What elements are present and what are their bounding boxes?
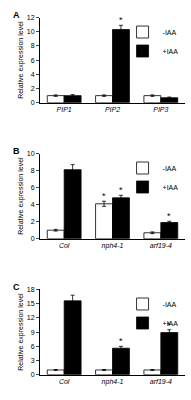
svg-text:9: 9 <box>31 329 35 336</box>
svg-text:10: 10 <box>27 150 35 157</box>
svg-text:15: 15 <box>27 300 35 307</box>
svg-text:4: 4 <box>31 201 35 208</box>
svg-text:+IAA: +IAA <box>163 184 179 191</box>
svg-text:0: 0 <box>31 99 35 106</box>
svg-text:*: * <box>119 15 123 25</box>
svg-text:-IAA: -IAA <box>163 301 177 308</box>
svg-text:10: 10 <box>27 28 35 35</box>
svg-text:8: 8 <box>31 42 35 49</box>
svg-text:PIP2: PIP2 <box>105 106 120 113</box>
svg-text:6: 6 <box>31 184 35 191</box>
svg-text:nph4-1: nph4-1 <box>102 242 124 250</box>
svg-text:Relative expression level: Relative expression level <box>17 293 25 371</box>
svg-text:12: 12 <box>27 14 35 21</box>
svg-text:0: 0 <box>31 235 35 242</box>
svg-text:0: 0 <box>31 371 35 378</box>
svg-text:arf19-4: arf19-4 <box>150 242 172 249</box>
svg-text:B: B <box>13 146 20 156</box>
svg-text:A: A <box>13 10 20 20</box>
svg-text:*: * <box>119 336 123 346</box>
svg-text:2: 2 <box>31 85 35 92</box>
svg-text:*: * <box>167 320 171 330</box>
svg-text:6: 6 <box>31 57 35 64</box>
svg-text:Relative expression level: Relative expression level <box>17 157 25 235</box>
svg-text:18: 18 <box>27 286 35 293</box>
svg-text:12: 12 <box>27 314 35 321</box>
svg-text:-IAA: -IAA <box>163 29 177 36</box>
svg-text:8: 8 <box>31 167 35 174</box>
svg-text:PIP1: PIP1 <box>57 106 72 113</box>
svg-text:-IAA: -IAA <box>163 165 177 172</box>
svg-text:*: * <box>167 211 171 221</box>
svg-text:3: 3 <box>31 357 35 364</box>
svg-text:Relative expression level: Relative expression level <box>17 21 25 99</box>
svg-text:4: 4 <box>31 71 35 78</box>
svg-text:Col: Col <box>59 242 70 249</box>
svg-text:nph4-1: nph4-1 <box>102 378 124 386</box>
svg-text:2: 2 <box>31 218 35 225</box>
svg-text:Col: Col <box>59 378 70 385</box>
svg-text:PIP3: PIP3 <box>153 106 168 113</box>
svg-text:*: * <box>119 185 123 195</box>
svg-text:C: C <box>13 282 20 292</box>
svg-text:+IAA: +IAA <box>163 48 179 55</box>
svg-text:*: * <box>102 191 106 201</box>
svg-text:arf19-4: arf19-4 <box>150 378 172 385</box>
svg-text:6: 6 <box>31 343 35 350</box>
svg-text:+IAA: +IAA <box>163 320 179 327</box>
